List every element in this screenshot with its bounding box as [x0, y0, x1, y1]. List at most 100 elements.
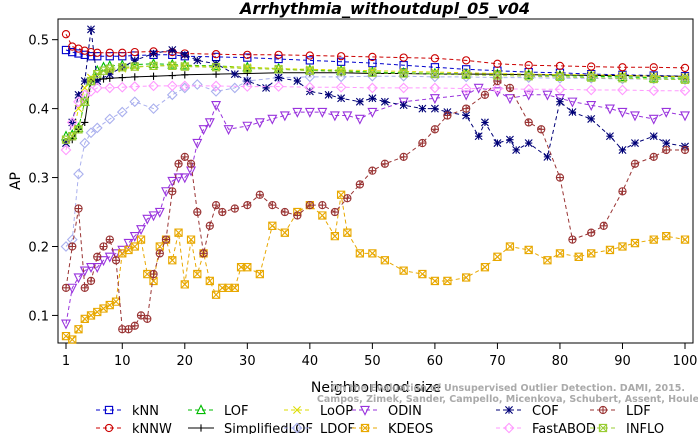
y-tick-label: 0.3: [28, 172, 49, 187]
data-point-simplifiedlof: [131, 73, 139, 81]
data-point-inflo: [305, 66, 314, 75]
legend-item-knnw: kNNW: [96, 422, 172, 434]
legend-swatch-marker: [291, 422, 303, 434]
data-point-kdeos: [368, 249, 377, 258]
data-point-cof: [605, 132, 614, 141]
data-point-kdeos: [505, 242, 515, 251]
data-point-cof: [618, 145, 627, 154]
data-point-knn: [305, 56, 314, 65]
data-point-cof: [293, 77, 302, 86]
data-point-odin: [617, 107, 628, 118]
data-point-odin: [98, 256, 109, 267]
data-point-knnw: [305, 51, 314, 60]
data-point-cof: [80, 77, 89, 86]
data-point-loop: [368, 66, 377, 75]
data-point-inflo: [462, 70, 471, 79]
data-point-simplifiedlof: [168, 71, 176, 80]
data-point-cof: [430, 104, 439, 113]
data-point-odin: [317, 107, 328, 118]
data-point-ldf: [649, 152, 658, 162]
data-point-odin: [629, 111, 640, 122]
data-point-knn: [93, 52, 102, 61]
data-point-inflo: [211, 63, 221, 72]
data-point-kdeos: [605, 245, 615, 255]
data-point-knn: [274, 54, 283, 64]
data-point-ldf: [61, 283, 71, 292]
data-point-cof: [512, 145, 521, 154]
data-point-kdeos: [205, 276, 214, 286]
data-point-fastabod: [617, 84, 628, 96]
data-point-ldof: [148, 103, 159, 114]
data-point-kdeos: [211, 290, 221, 299]
legend-label: LDF: [626, 404, 651, 419]
y-axis: 0.1 0.2 0.3 0.4 0.5: [28, 34, 58, 324]
data-point-kdeos: [180, 280, 189, 289]
data-point-simplifiedlof: [99, 75, 108, 83]
data-point-kdeos: [574, 252, 583, 261]
data-point-knnw: [649, 63, 658, 72]
data-point-kdeos: [193, 269, 202, 279]
data-point-kdeos: [268, 221, 277, 230]
data-point-ldf: [68, 242, 77, 251]
data-point-cof: [105, 70, 114, 79]
y-tick-label: 0.5: [28, 34, 49, 49]
x-tick-label: 40: [302, 354, 319, 369]
data-point-simplifiedlof: [118, 73, 126, 82]
legend-label: LoOP: [320, 404, 353, 419]
data-point-cof: [324, 90, 333, 99]
data-point-inflo: [274, 65, 283, 74]
data-point-cof: [380, 97, 389, 106]
data-point-cof: [555, 97, 564, 106]
data-point-odin: [242, 121, 253, 132]
data-point-odin: [542, 90, 553, 101]
data-point-knnw: [105, 48, 114, 57]
data-point-cof: [87, 25, 95, 34]
data-point-ldf: [587, 228, 596, 237]
data-point-knnw: [61, 30, 71, 39]
series-layer: [60, 25, 691, 344]
data-point-odin: [148, 211, 159, 222]
series-fastabod: [60, 80, 691, 156]
data-point-knnw: [274, 50, 283, 59]
data-point-odin: [142, 214, 153, 225]
legend-label: kNNW: [132, 422, 172, 434]
data-point-cof: [355, 97, 364, 106]
data-point-fastabod: [66, 117, 78, 128]
data-point-ldf: [193, 207, 202, 217]
data-point-inflo: [524, 72, 533, 81]
data-point-odin: [92, 263, 103, 274]
data-point-odin: [648, 114, 659, 125]
data-point-cof: [587, 114, 596, 123]
data-point-simplifiedlof: [181, 71, 189, 79]
data-point-knnw: [86, 47, 96, 57]
data-point-kdeos: [186, 235, 196, 244]
data-point-ldf: [218, 207, 227, 217]
watermark-line-1: On the Evaluation of Unsupervised Outlie…: [331, 383, 685, 394]
data-point-ldf: [330, 207, 340, 217]
data-point-cof: [493, 139, 502, 148]
legend: kNN kNNW LOF SimplifiedLOF LoOP LDOF ODIN KDEOS…: [96, 404, 664, 434]
data-point-fastabod: [148, 80, 159, 92]
x-tick-label: 50: [364, 354, 381, 369]
x-tick-label: 60: [427, 354, 444, 369]
legend-label: kNN: [132, 404, 159, 419]
data-point-ldf: [174, 159, 183, 168]
data-point-odin: [661, 107, 672, 118]
data-point-inflo: [149, 61, 158, 71]
data-point-ldf: [180, 152, 189, 162]
data-point-cof: [74, 90, 83, 99]
data-point-cof: [130, 56, 139, 65]
data-point-odin: [523, 90, 534, 101]
data-point-inflo: [243, 64, 252, 73]
data-point-ldf: [430, 125, 440, 134]
legend-item-fastabod: FastABOD: [496, 422, 596, 434]
data-point-inflo: [74, 125, 83, 134]
y-axis-label: AP: [8, 172, 24, 190]
data-point-odin: [279, 111, 290, 122]
x-tick-label: 80: [552, 354, 569, 369]
data-point-odin: [567, 97, 578, 108]
data-point-inflo: [493, 71, 502, 80]
data-point-odin: [586, 101, 597, 112]
data-point-kdeos: [355, 249, 365, 258]
data-point-kdeos: [480, 263, 490, 272]
